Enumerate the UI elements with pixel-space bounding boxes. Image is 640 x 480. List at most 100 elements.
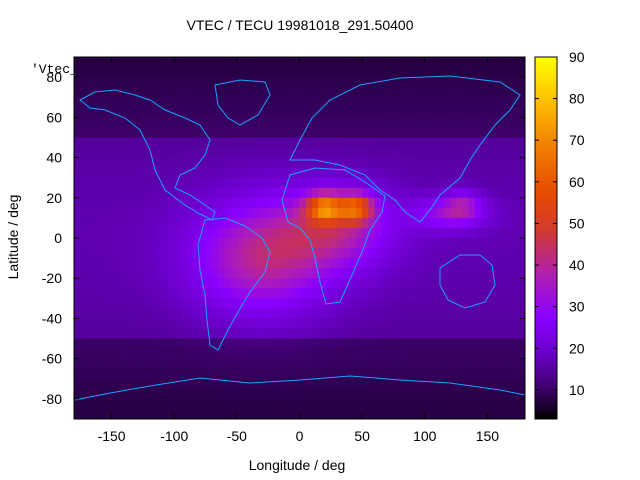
heatmap-cell (205, 278, 213, 289)
heatmap-cell (105, 177, 113, 189)
heatmap-cell (443, 298, 451, 309)
heatmap-cell (199, 358, 207, 370)
heatmap-cell (161, 107, 169, 118)
heatmap-cell (418, 258, 426, 269)
heatmap-cell (111, 248, 119, 259)
heatmap-cell (205, 248, 213, 259)
heatmap-cell (161, 77, 169, 88)
heatmap-cell (218, 197, 225, 209)
heatmap-cell (261, 278, 269, 289)
heatmap-cell (506, 67, 514, 78)
heatmap-cell (424, 298, 432, 309)
heatmap-cell (99, 348, 106, 360)
heatmap-cell (236, 318, 244, 330)
heatmap-cell (243, 298, 250, 309)
heatmap-cell (205, 368, 213, 380)
heatmap-cell (180, 338, 188, 350)
heatmap-cell (268, 288, 276, 299)
heatmap-cell (343, 177, 351, 189)
heatmap-cell (243, 127, 250, 139)
heatmap-cell (117, 358, 125, 370)
heatmap-cell (324, 258, 332, 269)
heatmap-cell (280, 258, 288, 269)
heatmap-cell (431, 388, 438, 400)
heatmap-cell (468, 398, 476, 410)
heatmap-cell (387, 77, 395, 88)
heatmap-cell (86, 147, 94, 159)
heatmap-cell (349, 107, 357, 118)
heatmap-cell (199, 127, 207, 139)
heatmap-cell (293, 248, 301, 259)
heatmap-cell (261, 258, 269, 269)
heatmap-cell (155, 278, 163, 289)
heatmap-cell (299, 308, 307, 320)
heatmap-cell (393, 238, 401, 249)
heatmap-cell (299, 107, 307, 118)
heatmap-cell (431, 207, 438, 219)
heatmap-cell (80, 87, 88, 98)
heatmap-cell (393, 338, 401, 350)
heatmap-cell (468, 338, 476, 350)
heatmap-cell (86, 57, 94, 68)
heatmap-cell (443, 338, 451, 350)
heatmap-cell (474, 227, 482, 239)
heatmap-cell (86, 398, 94, 410)
heatmap-cell (117, 388, 125, 400)
heatmap-cell (155, 348, 163, 360)
heatmap-cell (337, 378, 344, 390)
heatmap-cell (418, 127, 426, 139)
heatmap-cell (255, 238, 263, 249)
heatmap-cell (437, 127, 445, 139)
heatmap-cell (456, 348, 463, 360)
heatmap-cell (136, 288, 144, 299)
heatmap-cell (318, 378, 326, 390)
heatmap-cell (92, 278, 100, 289)
heatmap-cell (487, 217, 495, 229)
heatmap-cell (431, 57, 438, 68)
heatmap-cell (424, 97, 432, 108)
heatmap-cell (405, 97, 413, 108)
heatmap-cell (506, 147, 514, 159)
heatmap-cell (424, 358, 432, 370)
heatmap-cell (337, 308, 344, 320)
heatmap-cell (362, 328, 369, 340)
heatmap-cell (199, 368, 207, 380)
heatmap-cell (349, 127, 357, 139)
heatmap-cell (155, 127, 163, 139)
heatmap-cell (255, 338, 263, 350)
heatmap-cell (468, 197, 476, 209)
heatmap-cell (130, 358, 138, 370)
heatmap-cell (136, 268, 144, 279)
heatmap-cell (230, 378, 238, 390)
heatmap-cell (268, 77, 276, 88)
heatmap-cell (481, 207, 489, 219)
heatmap-cell (443, 388, 451, 400)
heatmap-cell (437, 217, 445, 229)
heatmap-cell (462, 97, 470, 108)
heatmap-cell (474, 107, 482, 118)
heatmap-cell (324, 187, 332, 199)
heatmap-cell (211, 197, 219, 209)
heatmap-cell (337, 408, 344, 419)
heatmap-cell (167, 227, 175, 239)
heatmap-cell (506, 87, 514, 98)
heatmap-cell (393, 207, 401, 219)
heatmap-cell (305, 278, 313, 289)
heatmap-cell (512, 57, 520, 68)
heatmap-cell (211, 177, 219, 189)
heatmap-cell (343, 268, 351, 279)
heatmap-cell (456, 338, 463, 350)
heatmap-cell (499, 388, 507, 400)
heatmap-cell (330, 388, 338, 400)
heatmap-cell (180, 348, 188, 360)
heatmap-cell (387, 157, 395, 169)
heatmap-cell (74, 107, 81, 118)
heatmap-cell (268, 67, 276, 78)
heatmap-cell (193, 147, 200, 159)
heatmap-cell (161, 308, 169, 320)
heatmap-cell (499, 408, 507, 419)
heatmap-cell (174, 328, 182, 340)
heatmap-cell (437, 288, 445, 299)
heatmap-cell (399, 157, 407, 169)
heatmap-cell (149, 238, 157, 249)
